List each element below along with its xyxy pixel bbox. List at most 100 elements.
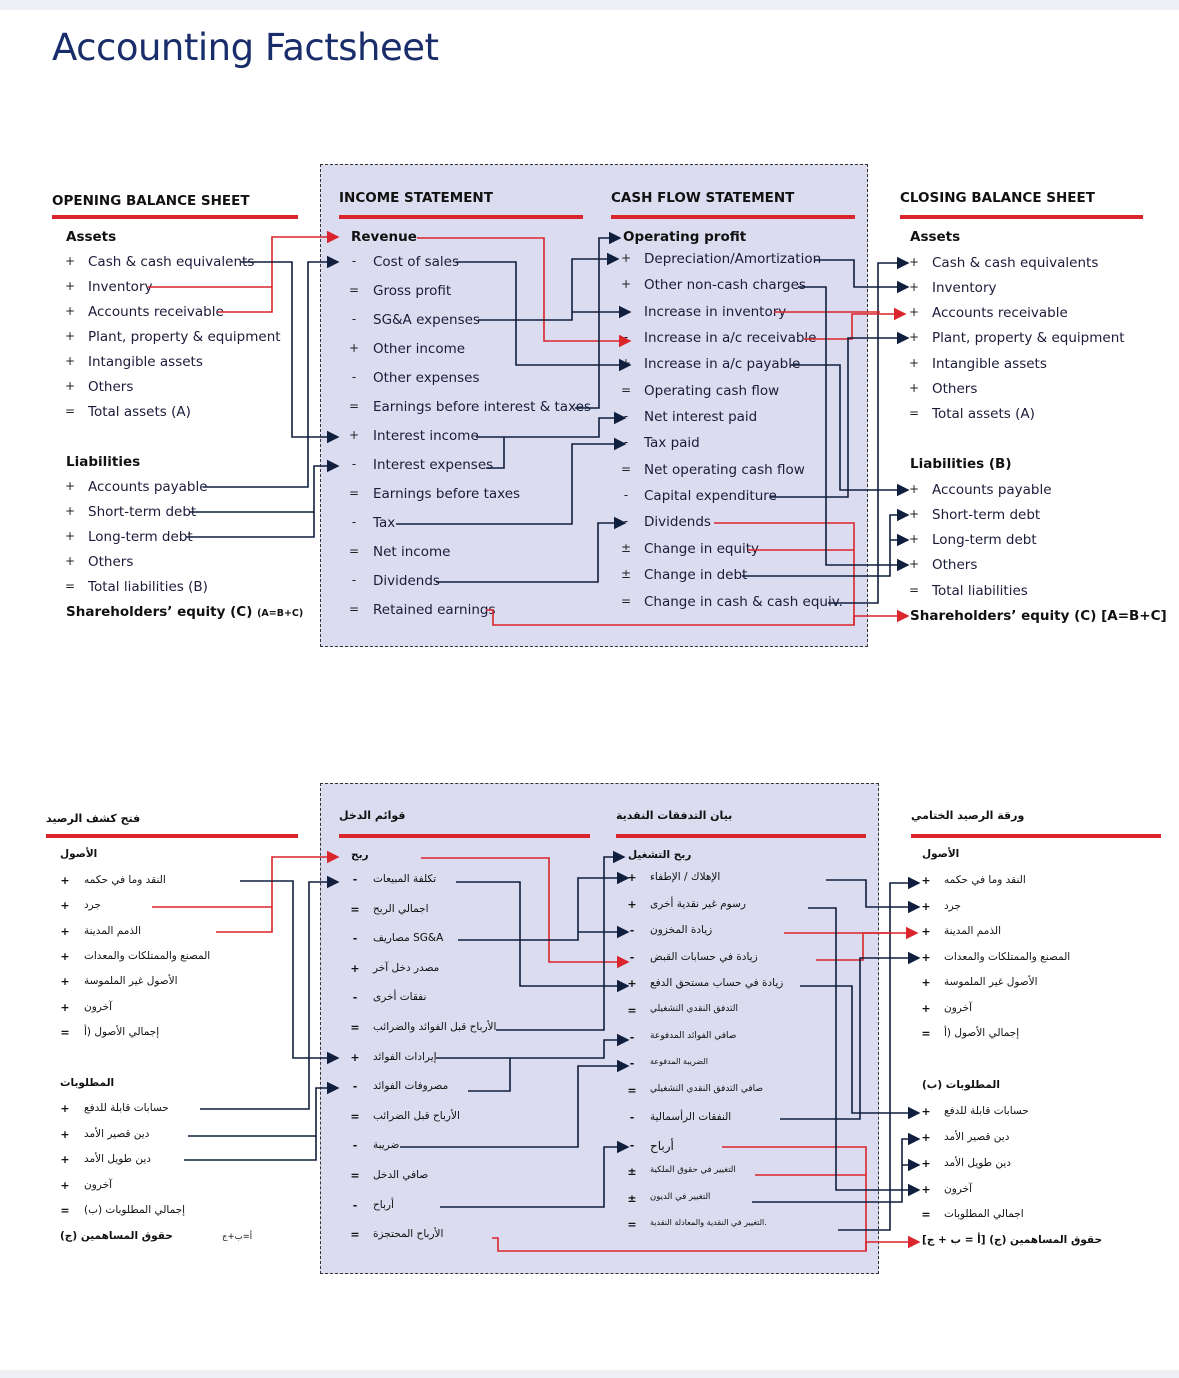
- op-sign: =: [348, 602, 360, 616]
- en-income-item: Dividends: [373, 573, 440, 589]
- op-sign: -: [351, 515, 357, 529]
- op-sign: +: [908, 482, 920, 496]
- en-closing-asset-item: Cash & cash equivalents: [932, 255, 1099, 271]
- op-sign: +: [64, 304, 76, 318]
- en-closing-equity: Shareholders’ equity (C) [A=B+C]: [910, 608, 1167, 624]
- ar-opening-liab-item: حسابات قابلة للدفع: [84, 1102, 169, 1114]
- op-sign: +: [64, 479, 76, 493]
- en-opening-asset-item: Total assets (A): [88, 404, 191, 420]
- en-income-item: Cost of sales: [373, 254, 460, 270]
- op-sign: -: [352, 991, 358, 1004]
- ar-income-item: نفقات أخرى: [373, 991, 427, 1003]
- op-sign: +: [60, 1153, 70, 1166]
- op-sign: +: [60, 1179, 70, 1192]
- en-income-header: INCOME STATEMENT: [339, 190, 493, 206]
- en-opening-liab-heading: Liabilities: [66, 454, 141, 470]
- op-sign: +: [64, 279, 76, 293]
- en-opening-equity-note: (A=B+C): [257, 608, 304, 619]
- ar-closing-equity: [حقوق المساهمين (ج) [أ = ب + ج: [922, 1234, 1103, 1246]
- op-sign: +: [908, 280, 920, 294]
- op-sign: -: [352, 1139, 358, 1152]
- ar-cashflow-item: رسوم غير نقدية أخرى: [650, 898, 746, 910]
- op-sign: =: [620, 594, 632, 608]
- ar-closing-asset-item: جرد: [944, 900, 961, 912]
- op-sign: =: [348, 544, 360, 558]
- en-income-item: Earnings before interest & taxes: [373, 399, 591, 415]
- op-sign: +: [908, 356, 920, 370]
- op-sign: =: [620, 383, 632, 397]
- ar-closing-liab-item: دين طويل الأمد: [944, 1157, 1011, 1169]
- ar-cashflow-item: التغيير في النقدية والمعادلة النقدية.: [650, 1218, 767, 1227]
- op-sign: +: [60, 950, 70, 963]
- en-cashflow-item: Increase in a/c payable: [644, 356, 801, 372]
- en-income-item: Net income: [373, 544, 451, 560]
- en-opening-assets-heading: Assets: [66, 229, 117, 245]
- op-sign: ±: [627, 1192, 637, 1205]
- en-opening-liab-item: Total liabilities (B): [88, 579, 208, 595]
- op-sign: +: [348, 341, 360, 355]
- en-cashflow-item: Operating cash flow: [644, 383, 780, 399]
- en-income-rule: [339, 215, 583, 219]
- op-sign: =: [64, 579, 76, 593]
- op-sign: +: [64, 354, 76, 368]
- en-cashflow-item: Change in equity: [644, 541, 760, 557]
- ar-opening-liab-item: دين قصير الأمد: [84, 1128, 150, 1140]
- ar-statements-panel: [320, 783, 879, 1274]
- op-sign: -: [351, 254, 357, 268]
- op-sign: +: [348, 428, 360, 442]
- op-sign: =: [348, 283, 360, 297]
- en-opening-rule: [52, 215, 298, 219]
- en-closing-liab-item: Others: [932, 557, 978, 573]
- op-sign: +: [921, 1105, 931, 1118]
- op-sign: -: [629, 951, 635, 964]
- top-border: [0, 0, 1179, 10]
- en-opening-liab-item: Long-term debt: [88, 529, 193, 545]
- ar-income-first: ربح: [351, 849, 369, 861]
- en-closing-liab-item: Accounts payable: [932, 482, 1052, 498]
- en-opening-liab-item: Accounts payable: [88, 479, 208, 495]
- en-income-item: Other expenses: [373, 370, 480, 386]
- en-income-item: Other income: [373, 341, 466, 357]
- en-cashflow-item: Net interest paid: [644, 409, 758, 425]
- ar-income-item: الأرباح قبل الفوائد والضرائب: [373, 1021, 497, 1033]
- en-closing-assets-heading: Assets: [910, 229, 961, 245]
- en-opening-equity: Shareholders’ equity (C) (A=B+C): [66, 604, 303, 620]
- op-sign: -: [623, 488, 629, 502]
- ar-income-item: ضريبة: [373, 1139, 400, 1151]
- op-sign: -: [629, 1111, 635, 1124]
- op-sign: +: [908, 330, 920, 344]
- en-opening-asset-item: Others: [88, 379, 134, 395]
- ar-income-item: مصدر دخل آخر: [373, 962, 440, 974]
- ar-opening-asset-item: آخرون: [84, 1001, 112, 1013]
- op-sign: =: [627, 1084, 637, 1097]
- op-sign: =: [908, 406, 920, 420]
- op-sign: +: [64, 529, 76, 543]
- ar-income-item: اجمالي الربح: [373, 903, 429, 915]
- op-sign: +: [60, 899, 70, 912]
- en-opening-asset-item: Plant, property & equipment: [88, 329, 281, 345]
- op-sign: =: [620, 462, 632, 476]
- op-sign: +: [627, 977, 637, 990]
- op-sign: +: [921, 976, 931, 989]
- op-sign: =: [350, 903, 360, 916]
- ar-opening-assets-heading: الأصول: [60, 848, 98, 860]
- en-opening-header: OPENING BALANCE SHEET: [52, 193, 250, 209]
- en-cashflow-rule: [611, 215, 855, 219]
- ar-closing-asset-item: آخرون: [944, 1002, 972, 1014]
- ar-cashflow-rule: [616, 834, 866, 838]
- op-sign: +: [921, 1002, 931, 1015]
- op-sign: =: [64, 404, 76, 418]
- op-sign: =: [921, 1027, 931, 1040]
- en-cashflow-item: Tax paid: [644, 435, 700, 451]
- op-sign: +: [921, 1157, 931, 1170]
- op-sign: =: [348, 399, 360, 413]
- op-sign: +: [60, 1128, 70, 1141]
- op-sign: +: [64, 329, 76, 343]
- ar-opening-asset-item: الذمم المدينة: [84, 925, 141, 937]
- ar-income-item: تكلفة المبيعات: [373, 873, 437, 885]
- op-sign: =: [908, 583, 920, 597]
- op-sign: +: [60, 1102, 70, 1115]
- en-cashflow-item: Net operating cash flow: [644, 462, 805, 478]
- en-closing-asset-item: Others: [932, 381, 978, 397]
